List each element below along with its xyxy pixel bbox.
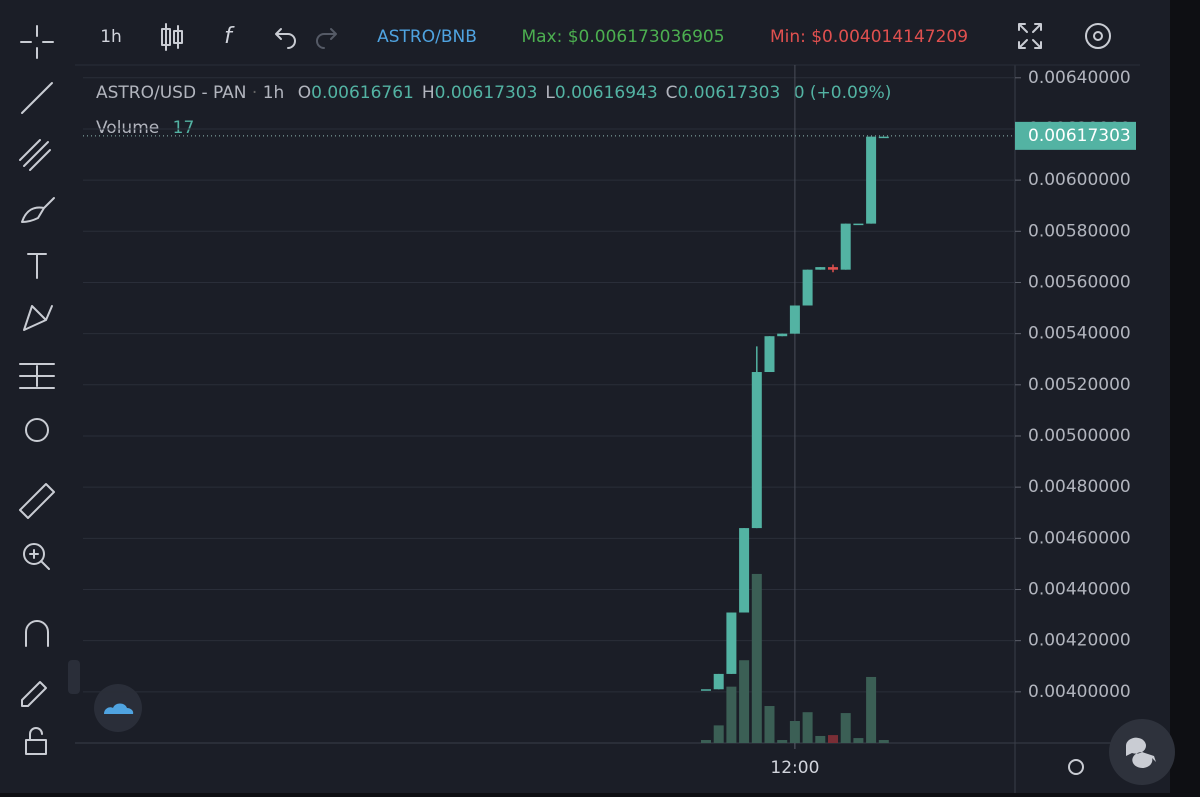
y-tick-label: 0.00440000	[1028, 579, 1131, 599]
chat-icon	[1125, 737, 1156, 768]
y-tick-label: 0.00400000	[1028, 682, 1131, 702]
ohlc-label: C	[666, 83, 678, 103]
volume-bar	[751, 573, 762, 743]
fullscreen-icon[interactable]	[1018, 23, 1042, 49]
candle-body	[789, 305, 800, 334]
legend-symbol: ASTRO/USD - PAN	[96, 83, 247, 103]
pattern-tool[interactable]	[23, 305, 53, 331]
top-toolbar: 1h f ASTRO/BNB Max: $0.006173036905 Min:…	[20, 23, 1111, 59]
ohlc-value: 0.00616761	[311, 83, 414, 103]
x-tick-label: 12:00	[770, 758, 819, 778]
candle-body	[866, 136, 877, 224]
volume-bar	[840, 713, 851, 743]
max-price: Max: $0.006173036905	[521, 27, 724, 47]
measure-tool[interactable]	[19, 363, 55, 389]
candle-body	[777, 333, 788, 337]
y-tick-label: 0.00600000	[1028, 170, 1131, 190]
trend-line-tool[interactable]	[21, 82, 53, 114]
zoom-tool[interactable]	[23, 543, 45, 565]
y-tick-label: 0.00460000	[1028, 528, 1131, 548]
volume-bar	[777, 740, 788, 743]
ohlc-label: L	[545, 83, 555, 103]
legend: ASTRO/USD - PAN · 1h O0.00616761 H0.00617…	[96, 83, 891, 103]
logo-cloud	[104, 703, 134, 714]
collapse-button[interactable]	[68, 660, 80, 694]
settings-icon[interactable]	[1085, 23, 1111, 49]
undo-icon[interactable]	[275, 28, 296, 49]
volume-bar	[866, 676, 877, 743]
brush-tool[interactable]	[21, 197, 55, 223]
ohlc-label: H	[422, 83, 435, 103]
candle-body	[878, 136, 889, 139]
redo-icon[interactable]	[316, 28, 337, 49]
volume-bar	[802, 712, 813, 743]
pair[interactable]: ASTRO/BNB	[377, 27, 477, 47]
volume-bar	[713, 725, 724, 743]
ohlc-value: 0.00617303	[435, 83, 538, 103]
text-tool[interactable]	[27, 253, 47, 279]
unlock-shackle	[29, 727, 43, 741]
volume-bar	[828, 735, 838, 743]
candle-body	[726, 612, 737, 674]
zoom-tool-detail	[29, 549, 50, 570]
interval-button[interactable]: 1h	[100, 27, 122, 47]
chart-pane	[83, 65, 1015, 743]
y-tick-label: 0.00480000	[1028, 477, 1131, 497]
legend-interval: 1h	[263, 83, 285, 103]
y-tick-label: 0.00520000	[1028, 375, 1131, 395]
ohlc-label: O	[298, 83, 311, 103]
volume-bar	[701, 740, 711, 743]
candle-body	[751, 372, 762, 529]
settings-icon-center	[1093, 31, 1103, 41]
indicators-icon[interactable]: f	[224, 24, 235, 49]
candle-body	[802, 269, 813, 306]
volume-value: 17	[173, 118, 195, 138]
ohlc-value: 0.00617303	[678, 83, 781, 103]
candle-body	[764, 336, 775, 373]
y-tick-label: 0.00640000	[1028, 68, 1131, 88]
magnet-tool[interactable]	[25, 620, 49, 647]
chart-type-icon[interactable]	[161, 23, 183, 51]
theme-toggle[interactable]	[1068, 759, 1084, 775]
last-price-box	[1015, 121, 1136, 150]
legend-dot: ·	[252, 83, 263, 103]
candle-body	[815, 267, 826, 270]
candle-body	[840, 223, 851, 270]
y-tick-label: 0.00560000	[1028, 272, 1131, 292]
y-tick-label: 0.00500000	[1028, 426, 1131, 446]
volume-legend: Volume 17	[96, 118, 194, 138]
candle-body	[853, 223, 864, 226]
lock-drawings-tool[interactable]	[21, 681, 47, 707]
fib-tool[interactable]	[19, 139, 51, 171]
legend-change: 0 (+0.09%)	[794, 83, 892, 103]
legend-ohlc: O0.00616761 H0.00617303 L0.00616943 C0.0061…	[298, 83, 781, 103]
volume-bar	[739, 660, 750, 743]
candle-body	[739, 528, 750, 613]
ohlc-value: 0.00616943	[555, 83, 658, 103]
volume-bar	[789, 720, 800, 743]
candle-body	[713, 673, 724, 690]
volume-bar	[853, 738, 864, 743]
volume-label: Volume	[96, 118, 159, 138]
volume-bar	[726, 686, 737, 743]
volume-bar	[764, 706, 775, 743]
volume-bar	[878, 740, 889, 743]
min-price: Min: $0.004014147209	[770, 27, 968, 47]
emoji-tool[interactable]	[25, 418, 49, 442]
crosshair-icon[interactable]	[20, 25, 54, 59]
left-toolbar	[19, 82, 80, 755]
last-price-label: 0.00617303	[1028, 126, 1131, 146]
candle-body	[828, 267, 838, 270]
volume-bar	[815, 735, 826, 743]
unlock-tool[interactable]	[25, 739, 47, 755]
y-tick-label: 0.00420000	[1028, 631, 1131, 651]
y-tick-label: 0.00540000	[1028, 324, 1131, 344]
y-tick-label: 0.00580000	[1028, 221, 1131, 241]
candle-body	[701, 689, 711, 691]
ruler-tool[interactable]	[19, 483, 55, 519]
plot: 0.00400000 0.00420000 0.00440000 0.00460000…	[83, 65, 1136, 778]
